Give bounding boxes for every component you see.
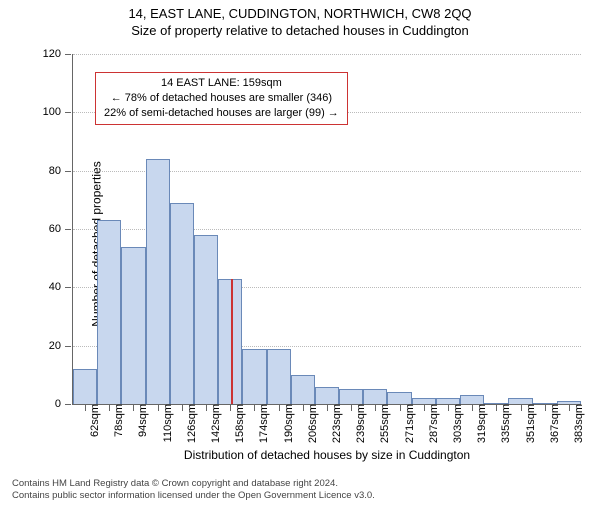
y-tick-label: 80 — [49, 165, 61, 177]
x-tick — [230, 405, 231, 411]
info-box-line: 14 EAST LANE: 159sqm — [104, 76, 339, 91]
histogram-bar — [194, 235, 218, 404]
x-tick — [521, 405, 522, 411]
x-tick — [448, 405, 449, 411]
x-tick — [254, 405, 255, 411]
x-tick-label: 223sqm — [331, 404, 343, 443]
x-tick-label: 287sqm — [428, 404, 440, 443]
y-tick-label: 100 — [43, 106, 61, 118]
x-tick-label: 206sqm — [307, 404, 319, 443]
info-box-line: 22% of semi-detached houses are larger (… — [104, 106, 339, 121]
x-tick — [424, 405, 425, 411]
histogram-bar — [218, 279, 242, 404]
y-tick-label: 20 — [49, 340, 61, 352]
histogram-bar — [242, 349, 266, 404]
plot-area: Distribution of detached houses by size … — [72, 54, 581, 405]
x-tick — [472, 405, 473, 411]
x-tick-label: 303sqm — [452, 404, 464, 443]
x-tick — [327, 405, 328, 411]
histogram-bar — [73, 369, 97, 404]
x-tick-label: 78sqm — [113, 404, 125, 437]
x-tick-label: 62sqm — [89, 404, 101, 437]
histogram-bar — [121, 247, 145, 405]
x-tick — [545, 405, 546, 411]
info-box: 14 EAST LANE: 159sqm← 78% of detached ho… — [95, 72, 348, 125]
x-tick-label: 335sqm — [500, 404, 512, 443]
x-tick — [279, 405, 280, 411]
histogram-bar — [267, 349, 291, 404]
x-tick-label: 190sqm — [283, 404, 295, 443]
page-subtitle: Size of property relative to detached ho… — [0, 23, 600, 38]
x-tick-label: 110sqm — [162, 404, 174, 442]
x-tick-label: 255sqm — [379, 404, 391, 443]
histogram-bar — [315, 387, 339, 405]
x-tick — [496, 405, 497, 411]
gridline — [73, 54, 581, 55]
histogram-bar — [291, 375, 315, 404]
x-tick — [182, 405, 183, 411]
y-tick — [65, 112, 71, 113]
x-tick-label: 239sqm — [355, 404, 367, 443]
x-tick — [109, 405, 110, 411]
x-tick — [85, 405, 86, 411]
footer-line-2: Contains public sector information licen… — [12, 490, 375, 502]
y-tick — [65, 287, 71, 288]
x-tick-label: 383sqm — [573, 404, 585, 443]
x-tick-label: 158sqm — [234, 404, 246, 443]
y-tick — [65, 229, 71, 230]
footer-attribution: Contains HM Land Registry data © Crown c… — [12, 478, 375, 502]
histogram-bar — [97, 220, 121, 404]
histogram-bar — [146, 159, 170, 404]
y-tick — [65, 171, 71, 172]
x-tick — [206, 405, 207, 411]
page-title: 14, EAST LANE, CUDDINGTON, NORTHWICH, CW… — [0, 6, 600, 21]
y-tick — [65, 404, 71, 405]
x-tick-label: 94sqm — [137, 404, 149, 437]
x-tick-label: 142sqm — [210, 404, 222, 443]
x-tick — [569, 405, 570, 411]
y-tick-label: 0 — [55, 398, 61, 410]
y-tick-label: 120 — [43, 48, 61, 60]
x-tick-label: 174sqm — [258, 404, 270, 443]
x-tick — [375, 405, 376, 411]
histogram-bar — [363, 389, 387, 404]
x-tick — [133, 405, 134, 411]
x-tick — [158, 405, 159, 411]
info-box-line: ← 78% of detached houses are smaller (34… — [104, 91, 339, 106]
y-tick — [65, 54, 71, 55]
x-tick-label: 319sqm — [476, 404, 488, 443]
histogram-bar — [387, 392, 411, 404]
x-tick — [303, 405, 304, 411]
histogram-bar — [170, 203, 194, 404]
footer-line-1: Contains HM Land Registry data © Crown c… — [12, 478, 375, 490]
x-tick-label: 351sqm — [525, 404, 537, 443]
y-tick-label: 60 — [49, 223, 61, 235]
chart-container: Number of detached properties Distributi… — [50, 54, 580, 434]
x-tick — [351, 405, 352, 411]
x-tick-label: 126sqm — [186, 404, 198, 443]
x-tick — [400, 405, 401, 411]
x-tick-label: 367sqm — [549, 404, 561, 443]
x-tick-label: 271sqm — [404, 404, 416, 443]
marker-line — [231, 279, 233, 404]
histogram-bar — [460, 395, 484, 404]
y-tick-label: 40 — [49, 281, 61, 293]
x-axis-label: Distribution of detached houses by size … — [73, 448, 581, 462]
histogram-bar — [339, 389, 363, 404]
y-tick — [65, 346, 71, 347]
